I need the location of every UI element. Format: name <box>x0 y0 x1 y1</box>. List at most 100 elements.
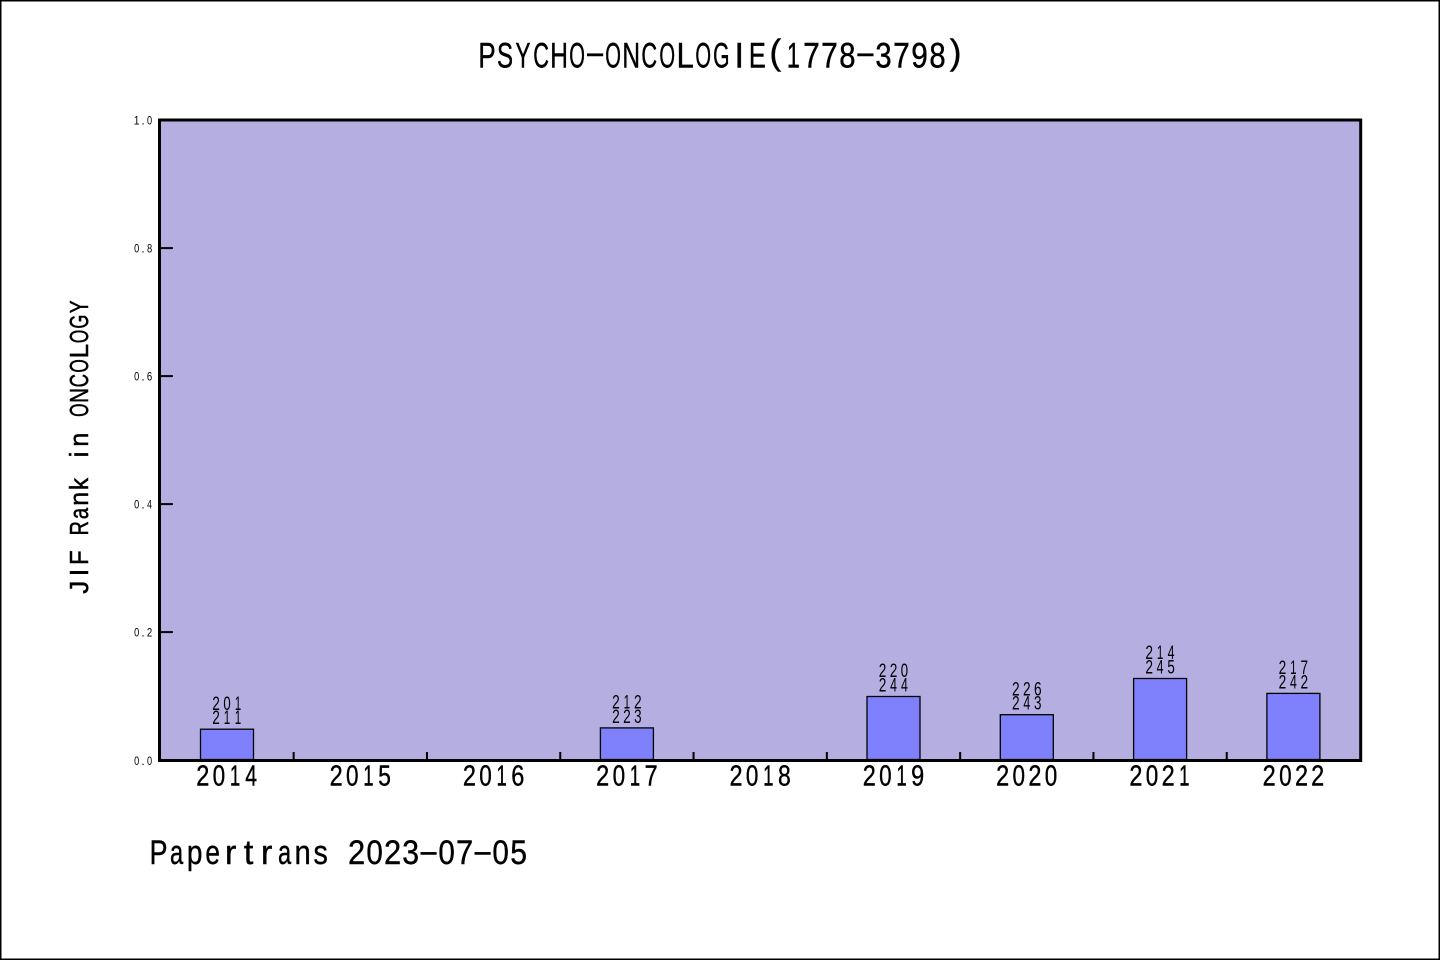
svg-text:8: 8 <box>839 36 855 75</box>
svg-text:E: E <box>749 36 766 75</box>
svg-text:7: 7 <box>803 36 820 75</box>
svg-text:2: 2 <box>879 674 887 696</box>
svg-text:0: 0 <box>134 755 139 769</box>
svg-text:4: 4 <box>1168 643 1175 664</box>
svg-text:2: 2 <box>1311 759 1324 792</box>
svg-text:1: 1 <box>235 694 241 715</box>
svg-text:.: . <box>141 113 144 127</box>
svg-text:7: 7 <box>1301 657 1309 679</box>
svg-text:2: 2 <box>463 759 476 792</box>
svg-text:2: 2 <box>623 706 631 728</box>
svg-text:8: 8 <box>929 36 945 75</box>
svg-text:G: G <box>713 37 729 76</box>
svg-text:1: 1 <box>134 115 140 128</box>
svg-text:O: O <box>64 359 93 372</box>
svg-text:p: p <box>187 833 203 871</box>
svg-text:1: 1 <box>230 761 240 793</box>
svg-text:e: e <box>205 835 220 872</box>
svg-text:0: 0 <box>134 370 139 384</box>
svg-text:G: G <box>65 315 94 329</box>
svg-text:n: n <box>65 433 94 447</box>
svg-text:9: 9 <box>911 759 924 792</box>
svg-text:8: 8 <box>778 759 791 792</box>
svg-text:.: . <box>141 754 144 768</box>
svg-text:n: n <box>294 833 310 872</box>
svg-text:Y: Y <box>516 36 531 75</box>
svg-text:1: 1 <box>630 761 640 793</box>
svg-text:2: 2 <box>634 691 642 713</box>
svg-text:0: 0 <box>746 761 759 792</box>
svg-text:2: 2 <box>612 691 620 713</box>
svg-text:0: 0 <box>1146 761 1159 792</box>
svg-text:1: 1 <box>1290 658 1296 679</box>
svg-text:k: k <box>65 477 94 490</box>
svg-text:1: 1 <box>363 761 373 793</box>
svg-text:0: 0 <box>346 761 359 792</box>
svg-text:.: . <box>141 369 144 383</box>
svg-text:4: 4 <box>1290 672 1297 693</box>
svg-text:a: a <box>278 834 292 872</box>
svg-text:H: H <box>550 37 568 75</box>
svg-text:I: I <box>64 569 94 576</box>
svg-text:2: 2 <box>596 759 609 792</box>
svg-text:2: 2 <box>348 833 365 871</box>
svg-text:0: 0 <box>479 761 492 792</box>
svg-text:2: 2 <box>196 759 209 792</box>
svg-text:7: 7 <box>645 759 658 792</box>
svg-text:0: 0 <box>213 761 226 792</box>
svg-text:–: – <box>475 832 491 870</box>
svg-text:J: J <box>64 581 94 594</box>
svg-text:1: 1 <box>624 693 630 714</box>
svg-text:2: 2 <box>996 759 1009 792</box>
svg-text:O: O <box>695 37 711 76</box>
svg-text:7: 7 <box>456 833 473 871</box>
svg-text:1: 1 <box>1157 643 1163 664</box>
svg-text:6: 6 <box>147 370 152 383</box>
svg-text:0: 0 <box>1012 761 1025 792</box>
svg-text:2: 2 <box>147 626 152 639</box>
svg-text:1: 1 <box>763 761 773 793</box>
svg-text:3: 3 <box>1034 694 1041 715</box>
svg-text:.: . <box>141 241 144 255</box>
svg-text:0: 0 <box>147 755 152 769</box>
svg-text:2: 2 <box>1279 671 1287 693</box>
svg-text:Y: Y <box>64 300 94 313</box>
svg-text:a: a <box>64 508 93 519</box>
svg-text:2: 2 <box>330 759 343 792</box>
svg-text:4: 4 <box>901 675 908 696</box>
svg-text:2: 2 <box>1162 759 1175 792</box>
svg-text:t: t <box>244 834 254 872</box>
svg-text:0: 0 <box>366 833 382 871</box>
svg-text:1: 1 <box>1179 761 1189 793</box>
svg-text:P: P <box>478 35 495 75</box>
svg-text:1: 1 <box>787 37 800 76</box>
svg-text:(: ( <box>769 33 781 72</box>
svg-text:.: . <box>141 497 144 511</box>
svg-text:O: O <box>569 37 585 76</box>
svg-text:5: 5 <box>378 759 391 792</box>
svg-text:N: N <box>622 37 640 75</box>
svg-text:0: 0 <box>901 661 908 682</box>
svg-text:2: 2 <box>1012 692 1020 714</box>
svg-text:L: L <box>64 344 94 358</box>
svg-text:O: O <box>64 403 93 416</box>
svg-text:r: r <box>261 834 272 872</box>
svg-text:N: N <box>65 388 94 403</box>
svg-text:2: 2 <box>612 706 620 728</box>
svg-text:2: 2 <box>1301 671 1309 693</box>
svg-text:8: 8 <box>147 242 152 255</box>
svg-text:0: 0 <box>492 833 508 871</box>
svg-text:4: 4 <box>147 498 152 512</box>
svg-text:): ) <box>950 33 962 72</box>
svg-text:1: 1 <box>896 761 906 793</box>
svg-text:3: 3 <box>402 833 419 871</box>
svg-text:7: 7 <box>821 36 838 75</box>
svg-text:4: 4 <box>1023 693 1030 714</box>
svg-text:R: R <box>64 521 93 535</box>
svg-text:5: 5 <box>510 833 527 871</box>
svg-text:C: C <box>533 37 549 75</box>
svg-text:2: 2 <box>384 833 401 871</box>
svg-text:2: 2 <box>1129 759 1142 792</box>
svg-text:3: 3 <box>634 707 641 728</box>
svg-text:0: 0 <box>879 761 892 792</box>
